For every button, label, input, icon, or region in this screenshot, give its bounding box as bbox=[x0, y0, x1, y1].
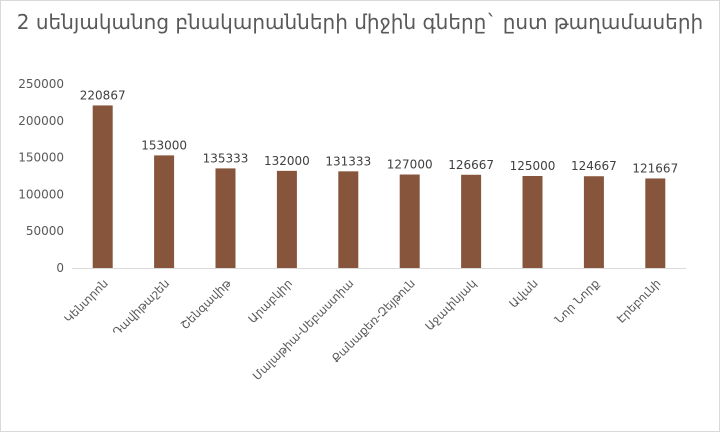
bar bbox=[461, 174, 482, 268]
y-tick-label: 200000 bbox=[18, 114, 64, 128]
data-label: 127000 bbox=[387, 158, 433, 172]
bar bbox=[522, 176, 543, 268]
data-label: 126667 bbox=[448, 158, 494, 172]
x-tick-label: Կենտրոն bbox=[61, 276, 111, 326]
data-label: 124667 bbox=[571, 159, 617, 173]
x-tick-label: Նոր Նորք bbox=[552, 276, 602, 326]
y-tick-label: 50000 bbox=[26, 224, 64, 238]
x-tick-label: Մալաթիա-Սեբաստիա bbox=[250, 276, 357, 383]
data-label: 121667 bbox=[632, 161, 678, 175]
bar bbox=[338, 171, 359, 268]
y-tick-label: 100000 bbox=[18, 187, 64, 201]
y-tick-label: 150000 bbox=[18, 151, 64, 165]
x-tick-label: Ավան bbox=[506, 276, 540, 310]
chart-title: 2 սենյականոց բնակարանների միջին գները` ը… bbox=[16, 10, 704, 34]
bar bbox=[215, 168, 236, 268]
y-tick-label: 0 bbox=[56, 261, 64, 275]
data-label: 125000 bbox=[510, 159, 556, 173]
y-tick-label: 250000 bbox=[18, 77, 64, 91]
data-label: 135333 bbox=[203, 151, 249, 165]
bar bbox=[154, 155, 175, 268]
bar bbox=[399, 174, 420, 268]
bar bbox=[645, 178, 666, 268]
data-label: 220867 bbox=[80, 88, 126, 102]
x-tick-label: Արաբկիր bbox=[245, 276, 295, 326]
x-tick-label: Էրեբունի bbox=[614, 276, 664, 326]
data-label: 132000 bbox=[264, 154, 310, 168]
x-tick-label: Աջափնյակ bbox=[422, 276, 479, 333]
bar bbox=[92, 105, 113, 268]
x-tick-label: Շենգավիթ bbox=[178, 276, 234, 332]
bar bbox=[276, 170, 297, 268]
bar bbox=[583, 176, 604, 268]
data-label: 153000 bbox=[141, 138, 187, 152]
data-label: 131333 bbox=[325, 154, 371, 168]
x-tick-label: Դավիթաշեն bbox=[110, 276, 173, 339]
